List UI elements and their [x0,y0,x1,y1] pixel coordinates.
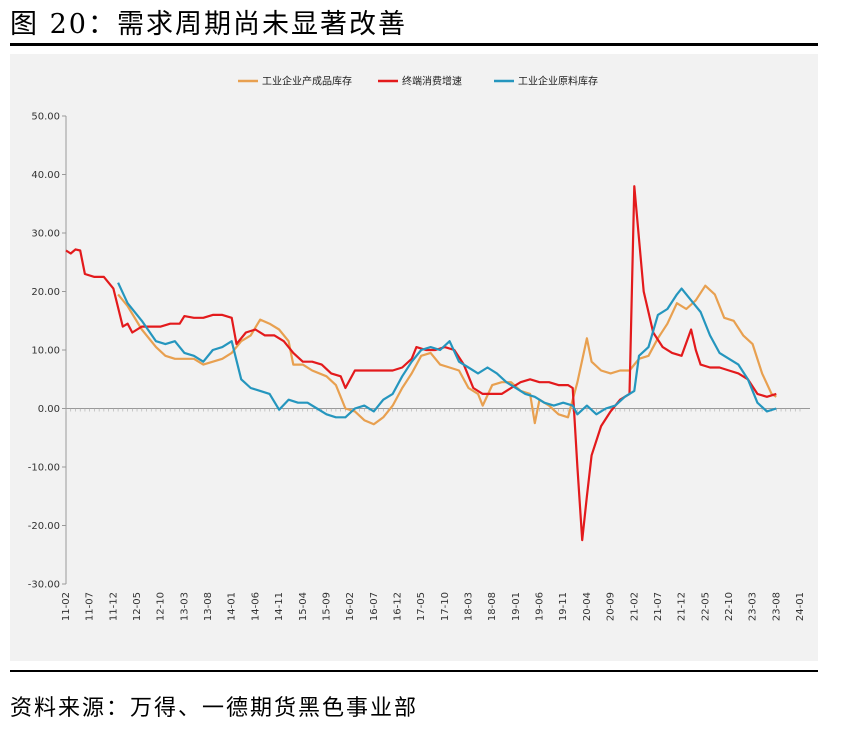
x-tick-label: 24-01 [795,592,806,621]
x-tick-label: 21-12 [677,592,688,621]
x-tick-label: 19-11 [558,592,569,621]
x-tick-label: 12-05 [132,592,143,621]
x-tick-label: 18-08 [487,592,498,621]
y-tick-label: 30.00 [31,229,60,240]
x-tick-label: 16-07 [369,592,380,621]
x-tick-label: 21-02 [629,592,640,621]
figure-title: 图 20：需求周期尚未显著改善 [10,9,407,40]
x-tick-label: 11-02 [61,592,72,621]
series-line-2 [65,185,777,542]
series-line-1 [117,284,777,426]
x-axis: 11-02 11-07 11-12 12-05 12-10 13-03 13-08 14-01… [61,408,810,621]
legend-label: 终端消费增速 [402,75,462,88]
x-tick-label: 14-01 [227,592,238,621]
bottom-rule [10,670,818,672]
x-tick-label: 11-12 [108,592,119,621]
y-tick-label: 20.00 [31,287,60,298]
y-axis: 50.00 40.00 30.00 20.00 10.00 0.00 -10.00 -20.0… [28,112,67,591]
series-lines [65,185,777,542]
x-tick-label: 11-07 [85,592,96,621]
x-tick-label: 23-08 [771,592,782,621]
x-tick-label: 19-06 [535,592,546,621]
x-tick-label: 15-04 [298,592,309,621]
x-tick-label: 22-10 [724,592,735,621]
x-tick-label: 23-03 [748,592,759,621]
y-tick-label: 10.00 [31,346,60,357]
chart-legend: 工业企业产成品库存 终端消费增速 工业企业原料库存 [238,75,598,88]
y-tick-label: -20.00 [28,521,60,532]
x-tick-label: 14-11 [274,592,285,621]
y-tick-label: 0.00 [38,404,60,415]
x-tick-label: 18-03 [464,592,475,621]
x-tick-label: 16-02 [345,592,356,621]
y-tick-label: -10.00 [28,463,60,474]
x-tick-label: 19-01 [511,592,522,621]
x-tick-label: 12-10 [156,592,167,621]
x-tick-label: 16-12 [392,592,403,621]
legend-label: 工业企业原料库存 [518,75,598,88]
y-tick-label: 50.00 [31,112,60,123]
line-chart: 工业企业产成品库存 终端消费增速 工业企业原料库存 50.00 40.00 30.00 2… [28,75,810,621]
x-tick-label: 17-10 [440,592,451,621]
x-tick-label: 20-09 [606,592,617,621]
x-tick-label: 20-04 [582,592,593,621]
x-tick-label: 21-07 [653,592,664,621]
source-note: 资料来源：万得、一德期货黑色事业部 [10,696,419,721]
x-tick-label: 17-05 [416,592,427,621]
top-rule [10,43,818,46]
x-tick-label: 14-06 [250,592,261,621]
series-line-3 [117,282,777,419]
x-tick-label: 13-03 [179,592,190,621]
x-tick-label: 15-09 [321,592,332,621]
y-tick-label: -30.00 [28,580,60,591]
legend-label: 工业企业产成品库存 [262,75,352,88]
x-tick-label: 22-05 [700,592,711,621]
y-tick-label: 40.00 [31,170,60,181]
x-tick-label: 13-08 [203,592,214,621]
